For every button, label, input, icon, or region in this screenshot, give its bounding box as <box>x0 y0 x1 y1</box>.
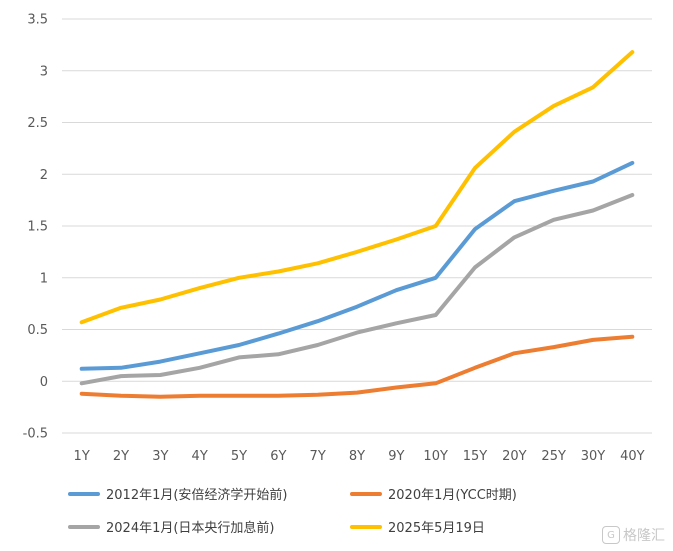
x-tick-label: 20Y <box>502 449 527 464</box>
legend-swatch-2020 <box>350 491 382 496</box>
y-tick-label: 2.5 <box>27 116 48 131</box>
legend-item-2020: 2020年1月(YCC时期) <box>350 484 517 503</box>
gelonghui-logo-icon: G <box>602 526 620 544</box>
series-line-0 <box>79 160 635 371</box>
x-tick-label: 8Y <box>349 449 365 464</box>
x-tick-label: 40Y <box>620 449 645 464</box>
x-tick-label: 10Y <box>423 449 448 464</box>
series-line-2 <box>79 193 635 386</box>
watermark: G 格隆汇 <box>602 525 665 545</box>
series-line-1 <box>79 334 635 399</box>
y-tick-label: 3 <box>40 64 48 79</box>
x-tick-label: 2Y <box>113 449 129 464</box>
legend-item-2012: 2012年1月(安倍经济学开始前) <box>68 484 288 503</box>
y-tick-label: 0.5 <box>27 323 48 338</box>
x-tick-label: 25Y <box>541 449 566 464</box>
legend-label-2020: 2020年1月(YCC时期) <box>388 488 517 503</box>
y-tick-label: -0.5 <box>23 427 48 442</box>
x-tick-label: 15Y <box>463 449 488 464</box>
y-tick-label: 1 <box>40 271 48 286</box>
legend-label-2012: 2012年1月(安倍经济学开始前) <box>106 488 288 503</box>
watermark-label: 格隆汇 <box>623 528 665 544</box>
x-tick-label: 30Y <box>581 449 606 464</box>
x-tick-label: 3Y <box>152 449 168 464</box>
x-tick-label: 1Y <box>74 449 90 464</box>
legend-label-2025: 2025年5月19日 <box>388 521 485 536</box>
y-tick-label: 1.5 <box>27 220 48 235</box>
legend-swatch-2012 <box>68 491 100 496</box>
y-tick-label: 0 <box>40 375 48 390</box>
x-tick-label: 4Y <box>192 449 208 464</box>
legend-item-2025: 2025年5月19日 <box>350 517 485 536</box>
legend-swatch-2024 <box>68 524 100 529</box>
chart-legend: 2012年1月(安倍经济学开始前) 2020年1月(YCC时期) 2024年1月… <box>0 470 673 551</box>
legend-swatch-2025 <box>350 524 382 529</box>
legend-label-2024: 2024年1月(日本央行加息前) <box>106 521 275 536</box>
y-tick-label: 2 <box>40 168 48 183</box>
x-tick-label: 9Y <box>388 449 404 464</box>
legend-item-2024: 2024年1月(日本央行加息前) <box>68 517 275 536</box>
x-tick-label: 6Y <box>270 449 286 464</box>
series-line-3 <box>79 50 635 325</box>
x-tick-label: 7Y <box>310 449 326 464</box>
line-chart: -0.5 0 0.5 1 1.5 2 2.5 3 3.5 1Y 2Y 3Y 4Y 5Y 6Y 7Y 8Y 9Y 10… <box>23 13 652 464</box>
x-tick-label: 5Y <box>231 449 247 464</box>
y-tick-label: 3.5 <box>27 13 48 28</box>
